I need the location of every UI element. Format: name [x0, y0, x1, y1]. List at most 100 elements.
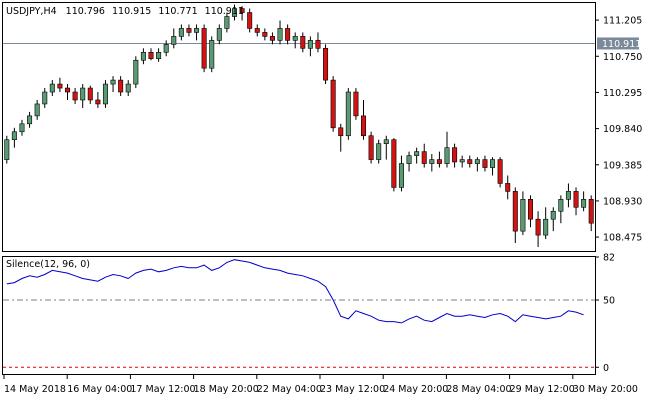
candle [345, 88, 351, 140]
bull-candle-body [459, 159, 465, 163]
candle [262, 28, 268, 41]
bear-candle-body [118, 79, 124, 93]
bull-candle-body [565, 191, 571, 200]
candle [543, 207, 549, 240]
indicator-panel[interactable]: Silence(12, 96, 0) [2, 256, 596, 375]
price-panel[interactable]: USDJPY,H4 110.796 110.915 110.771 110.91… [2, 2, 596, 252]
bull-candle-body [490, 159, 496, 168]
bear-candle-body [588, 199, 594, 224]
time-tick-label: 22 May 04:00 [257, 384, 322, 395]
candle [467, 155, 473, 168]
candle [148, 48, 154, 61]
candle [49, 80, 55, 96]
candle [520, 191, 526, 236]
bear-candle-body [315, 40, 321, 49]
candles-layer [4, 4, 594, 248]
candle [254, 24, 260, 37]
candle [452, 143, 458, 168]
bull-candle-body [11, 131, 17, 141]
bull-candle-body [19, 123, 25, 133]
candle [573, 187, 579, 216]
bear-candle-body [57, 83, 63, 89]
bull-candle-body [80, 87, 86, 101]
bear-candle-body [512, 191, 518, 232]
bull-candle-body [277, 28, 283, 41]
bull-candle-body [171, 36, 177, 45]
bear-candle-body [452, 147, 458, 163]
bear-candle-body [497, 159, 503, 184]
bear-candle-body [368, 135, 374, 160]
bear-candle-body [65, 87, 71, 93]
price-tick-label: 108.475 [603, 233, 642, 244]
time-tick-label: 17 May 12:00 [130, 384, 195, 395]
candle [376, 139, 382, 164]
price-tick-label: 110.295 [603, 88, 642, 99]
bull-candle-body [406, 155, 412, 164]
bull-candle-body [474, 159, 480, 164]
candle [285, 24, 291, 45]
bear-candle-body [391, 139, 397, 188]
bull-candle-body [156, 51, 162, 59]
candle [338, 123, 344, 152]
candle [307, 36, 313, 57]
price-panel-frame [2, 2, 596, 252]
bull-candle-body [34, 103, 40, 117]
bull-candle-body [110, 79, 116, 85]
symbol-label: USDJPY,H4 [6, 6, 57, 17]
bear-candle-body [247, 12, 253, 29]
candle [429, 154, 435, 172]
candle [277, 20, 283, 45]
candle [330, 76, 336, 132]
candle [550, 207, 556, 232]
candle [300, 32, 306, 53]
candle [140, 48, 146, 65]
candle [224, 12, 230, 33]
indicator-tick-label: 50 [603, 296, 615, 307]
time-tick-label: 24 May 20:00 [383, 384, 448, 395]
indicator-axis[interactable]: 82 50 0 [595, 253, 615, 374]
candle [383, 135, 389, 160]
price-tick-label: 110.750 [603, 52, 642, 63]
price-tick-label: 109.840 [603, 124, 642, 135]
candle [368, 131, 374, 164]
bull-candle-body [292, 36, 298, 41]
bull-candle-body [543, 218, 549, 236]
bear-candle-body [323, 48, 329, 81]
bear-candle-body [269, 36, 275, 41]
bull-candle-body [102, 83, 108, 105]
price-axis[interactable]: 111.205 110.750 110.295 109.840 109.385 108.9… [595, 16, 642, 244]
price-tick-label: 111.205 [603, 16, 642, 27]
candle [194, 24, 200, 41]
bull-candle-body [520, 199, 526, 232]
candle [156, 48, 162, 62]
open-value: 110.796 [66, 6, 105, 17]
candle [231, 4, 237, 21]
bull-candle-body [216, 28, 222, 41]
candle [163, 40, 169, 57]
candle [133, 56, 139, 89]
candle [474, 157, 480, 172]
candle [558, 195, 564, 224]
bear-candle-body [95, 99, 101, 105]
bear-candle-body [72, 91, 78, 101]
bull-candle-body [194, 28, 200, 33]
candle [87, 85, 93, 104]
candle [565, 183, 571, 208]
candle [34, 99, 40, 120]
time-tick-label: 23 May 12:00 [320, 384, 385, 395]
bear-candle-body [254, 28, 260, 33]
bear-candle-body [239, 8, 245, 13]
candle [414, 147, 420, 164]
bull-candle-body [27, 115, 33, 125]
candle [482, 155, 488, 172]
candle [421, 143, 427, 168]
indicator-tick-label: 82 [603, 253, 615, 264]
candle [125, 80, 131, 96]
candle [11, 127, 17, 148]
candle [292, 32, 298, 49]
candle [406, 151, 412, 172]
time-tick-label: 30 May 20:00 [573, 384, 638, 395]
candle [239, 6, 245, 21]
